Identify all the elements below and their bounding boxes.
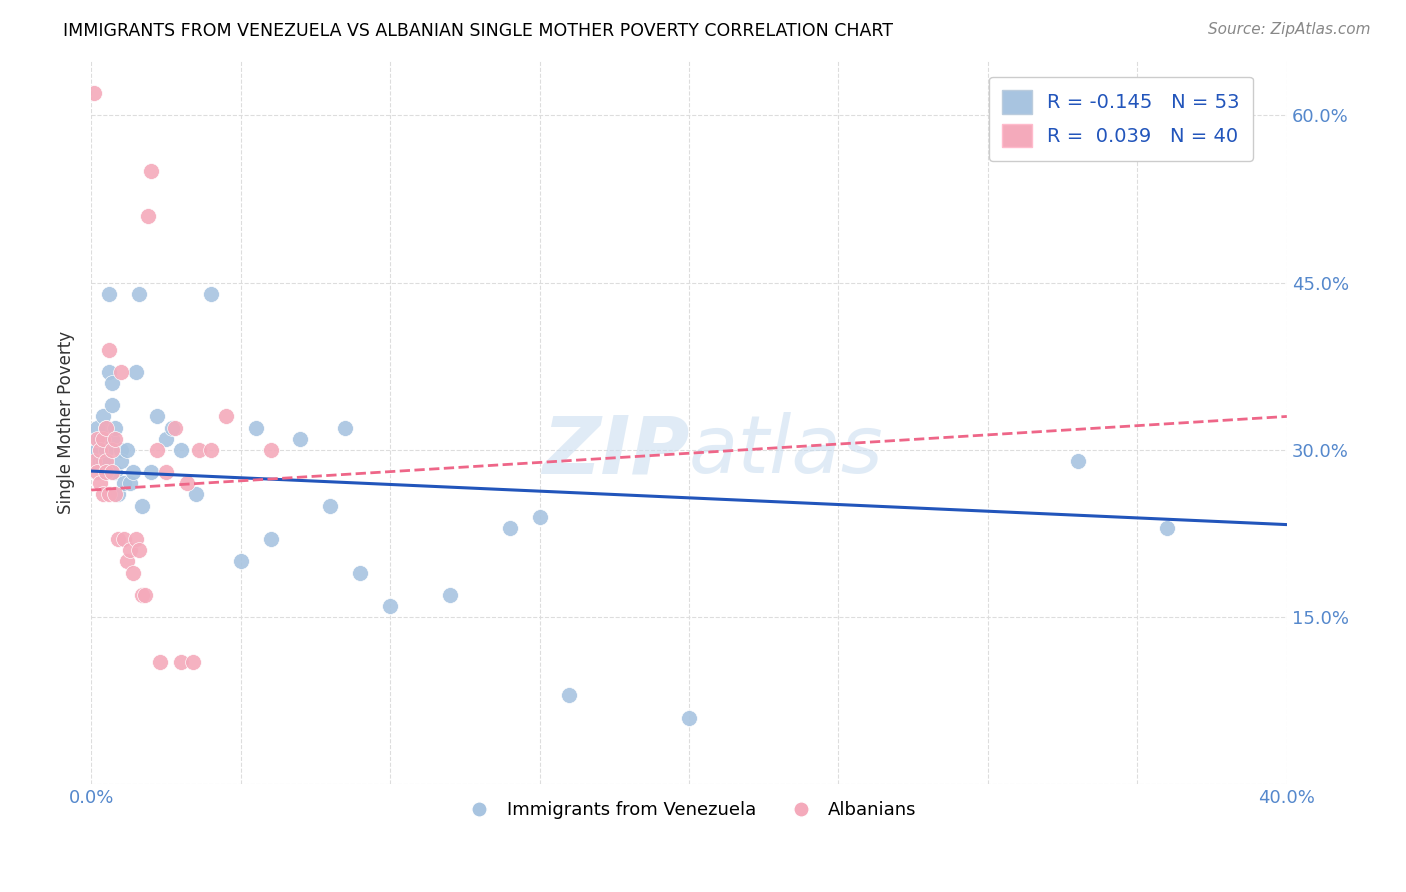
Point xyxy=(94,442,117,457)
Point xyxy=(94,454,117,468)
Point xyxy=(136,209,159,223)
Point xyxy=(160,420,183,434)
Point xyxy=(83,432,105,446)
Point xyxy=(378,599,401,613)
Point xyxy=(83,442,105,457)
Point xyxy=(107,487,129,501)
Point xyxy=(163,420,186,434)
Point xyxy=(1066,454,1088,468)
Point xyxy=(107,532,129,546)
Point xyxy=(184,487,207,501)
Point xyxy=(89,454,111,468)
Point xyxy=(94,465,117,479)
Point xyxy=(187,442,209,457)
Point xyxy=(170,655,193,669)
Point xyxy=(89,432,111,446)
Point xyxy=(91,409,114,424)
Point xyxy=(335,420,357,434)
Point xyxy=(112,476,135,491)
Point xyxy=(104,465,127,479)
Point xyxy=(259,442,281,457)
Point xyxy=(146,409,169,424)
Point xyxy=(104,432,127,446)
Point xyxy=(83,86,105,100)
Point xyxy=(98,365,121,379)
Point xyxy=(131,499,153,513)
Point xyxy=(215,409,238,424)
Point xyxy=(558,688,581,702)
Point xyxy=(101,465,124,479)
Point xyxy=(98,286,121,301)
Text: ZIP: ZIP xyxy=(541,412,689,490)
Point xyxy=(101,376,124,390)
Point xyxy=(200,286,222,301)
Point xyxy=(139,164,162,178)
Point xyxy=(155,465,177,479)
Point xyxy=(181,655,204,669)
Point xyxy=(128,286,150,301)
Point xyxy=(101,398,124,412)
Point xyxy=(678,710,700,724)
Point xyxy=(94,465,117,479)
Point xyxy=(110,442,132,457)
Point xyxy=(89,442,111,457)
Point xyxy=(319,499,342,513)
Point xyxy=(134,588,156,602)
Point xyxy=(118,543,141,558)
Point xyxy=(101,432,124,446)
Point xyxy=(1156,521,1178,535)
Point xyxy=(104,487,127,501)
Point xyxy=(122,566,145,580)
Point xyxy=(176,476,198,491)
Point xyxy=(86,420,108,434)
Point xyxy=(128,543,150,558)
Point xyxy=(101,442,124,457)
Point xyxy=(200,442,222,457)
Point xyxy=(290,432,312,446)
Text: Source: ZipAtlas.com: Source: ZipAtlas.com xyxy=(1208,22,1371,37)
Point xyxy=(131,588,153,602)
Point xyxy=(139,465,162,479)
Point xyxy=(91,454,114,468)
Point xyxy=(98,487,121,501)
Point xyxy=(112,532,135,546)
Point xyxy=(229,554,252,568)
Point xyxy=(155,432,177,446)
Point xyxy=(245,420,267,434)
Point xyxy=(91,487,114,501)
Text: IMMIGRANTS FROM VENEZUELA VS ALBANIAN SINGLE MOTHER POVERTY CORRELATION CHART: IMMIGRANTS FROM VENEZUELA VS ALBANIAN SI… xyxy=(63,22,893,40)
Y-axis label: Single Mother Poverty: Single Mother Poverty xyxy=(58,330,75,514)
Point xyxy=(94,420,117,434)
Point xyxy=(115,442,138,457)
Point xyxy=(86,442,108,457)
Legend: Immigrants from Venezuela, Albanians: Immigrants from Venezuela, Albanians xyxy=(454,794,924,826)
Point xyxy=(259,532,281,546)
Point xyxy=(91,432,114,446)
Point xyxy=(83,454,105,468)
Point xyxy=(89,442,111,457)
Text: atlas: atlas xyxy=(689,412,884,490)
Point xyxy=(89,476,111,491)
Point xyxy=(91,432,114,446)
Point xyxy=(149,655,172,669)
Point xyxy=(118,476,141,491)
Point xyxy=(529,509,551,524)
Point xyxy=(122,465,145,479)
Point xyxy=(110,365,132,379)
Point xyxy=(86,465,108,479)
Point xyxy=(125,532,148,546)
Point xyxy=(146,442,169,457)
Point xyxy=(439,588,461,602)
Point xyxy=(98,343,121,357)
Point xyxy=(94,454,117,468)
Point xyxy=(170,442,193,457)
Point xyxy=(104,420,127,434)
Point xyxy=(349,566,371,580)
Point xyxy=(110,454,132,468)
Point xyxy=(125,365,148,379)
Point xyxy=(498,521,520,535)
Point xyxy=(115,554,138,568)
Point xyxy=(94,420,117,434)
Point xyxy=(86,432,108,446)
